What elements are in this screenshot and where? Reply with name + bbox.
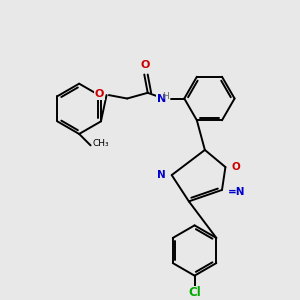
Text: N: N xyxy=(157,94,166,103)
Text: N: N xyxy=(157,170,166,180)
Text: =N: =N xyxy=(228,187,245,197)
Text: O: O xyxy=(231,162,240,172)
Text: O: O xyxy=(141,60,150,70)
Text: O: O xyxy=(95,89,104,99)
Text: CH₃: CH₃ xyxy=(93,139,110,148)
Text: Cl: Cl xyxy=(188,286,201,299)
Text: H: H xyxy=(163,92,170,101)
